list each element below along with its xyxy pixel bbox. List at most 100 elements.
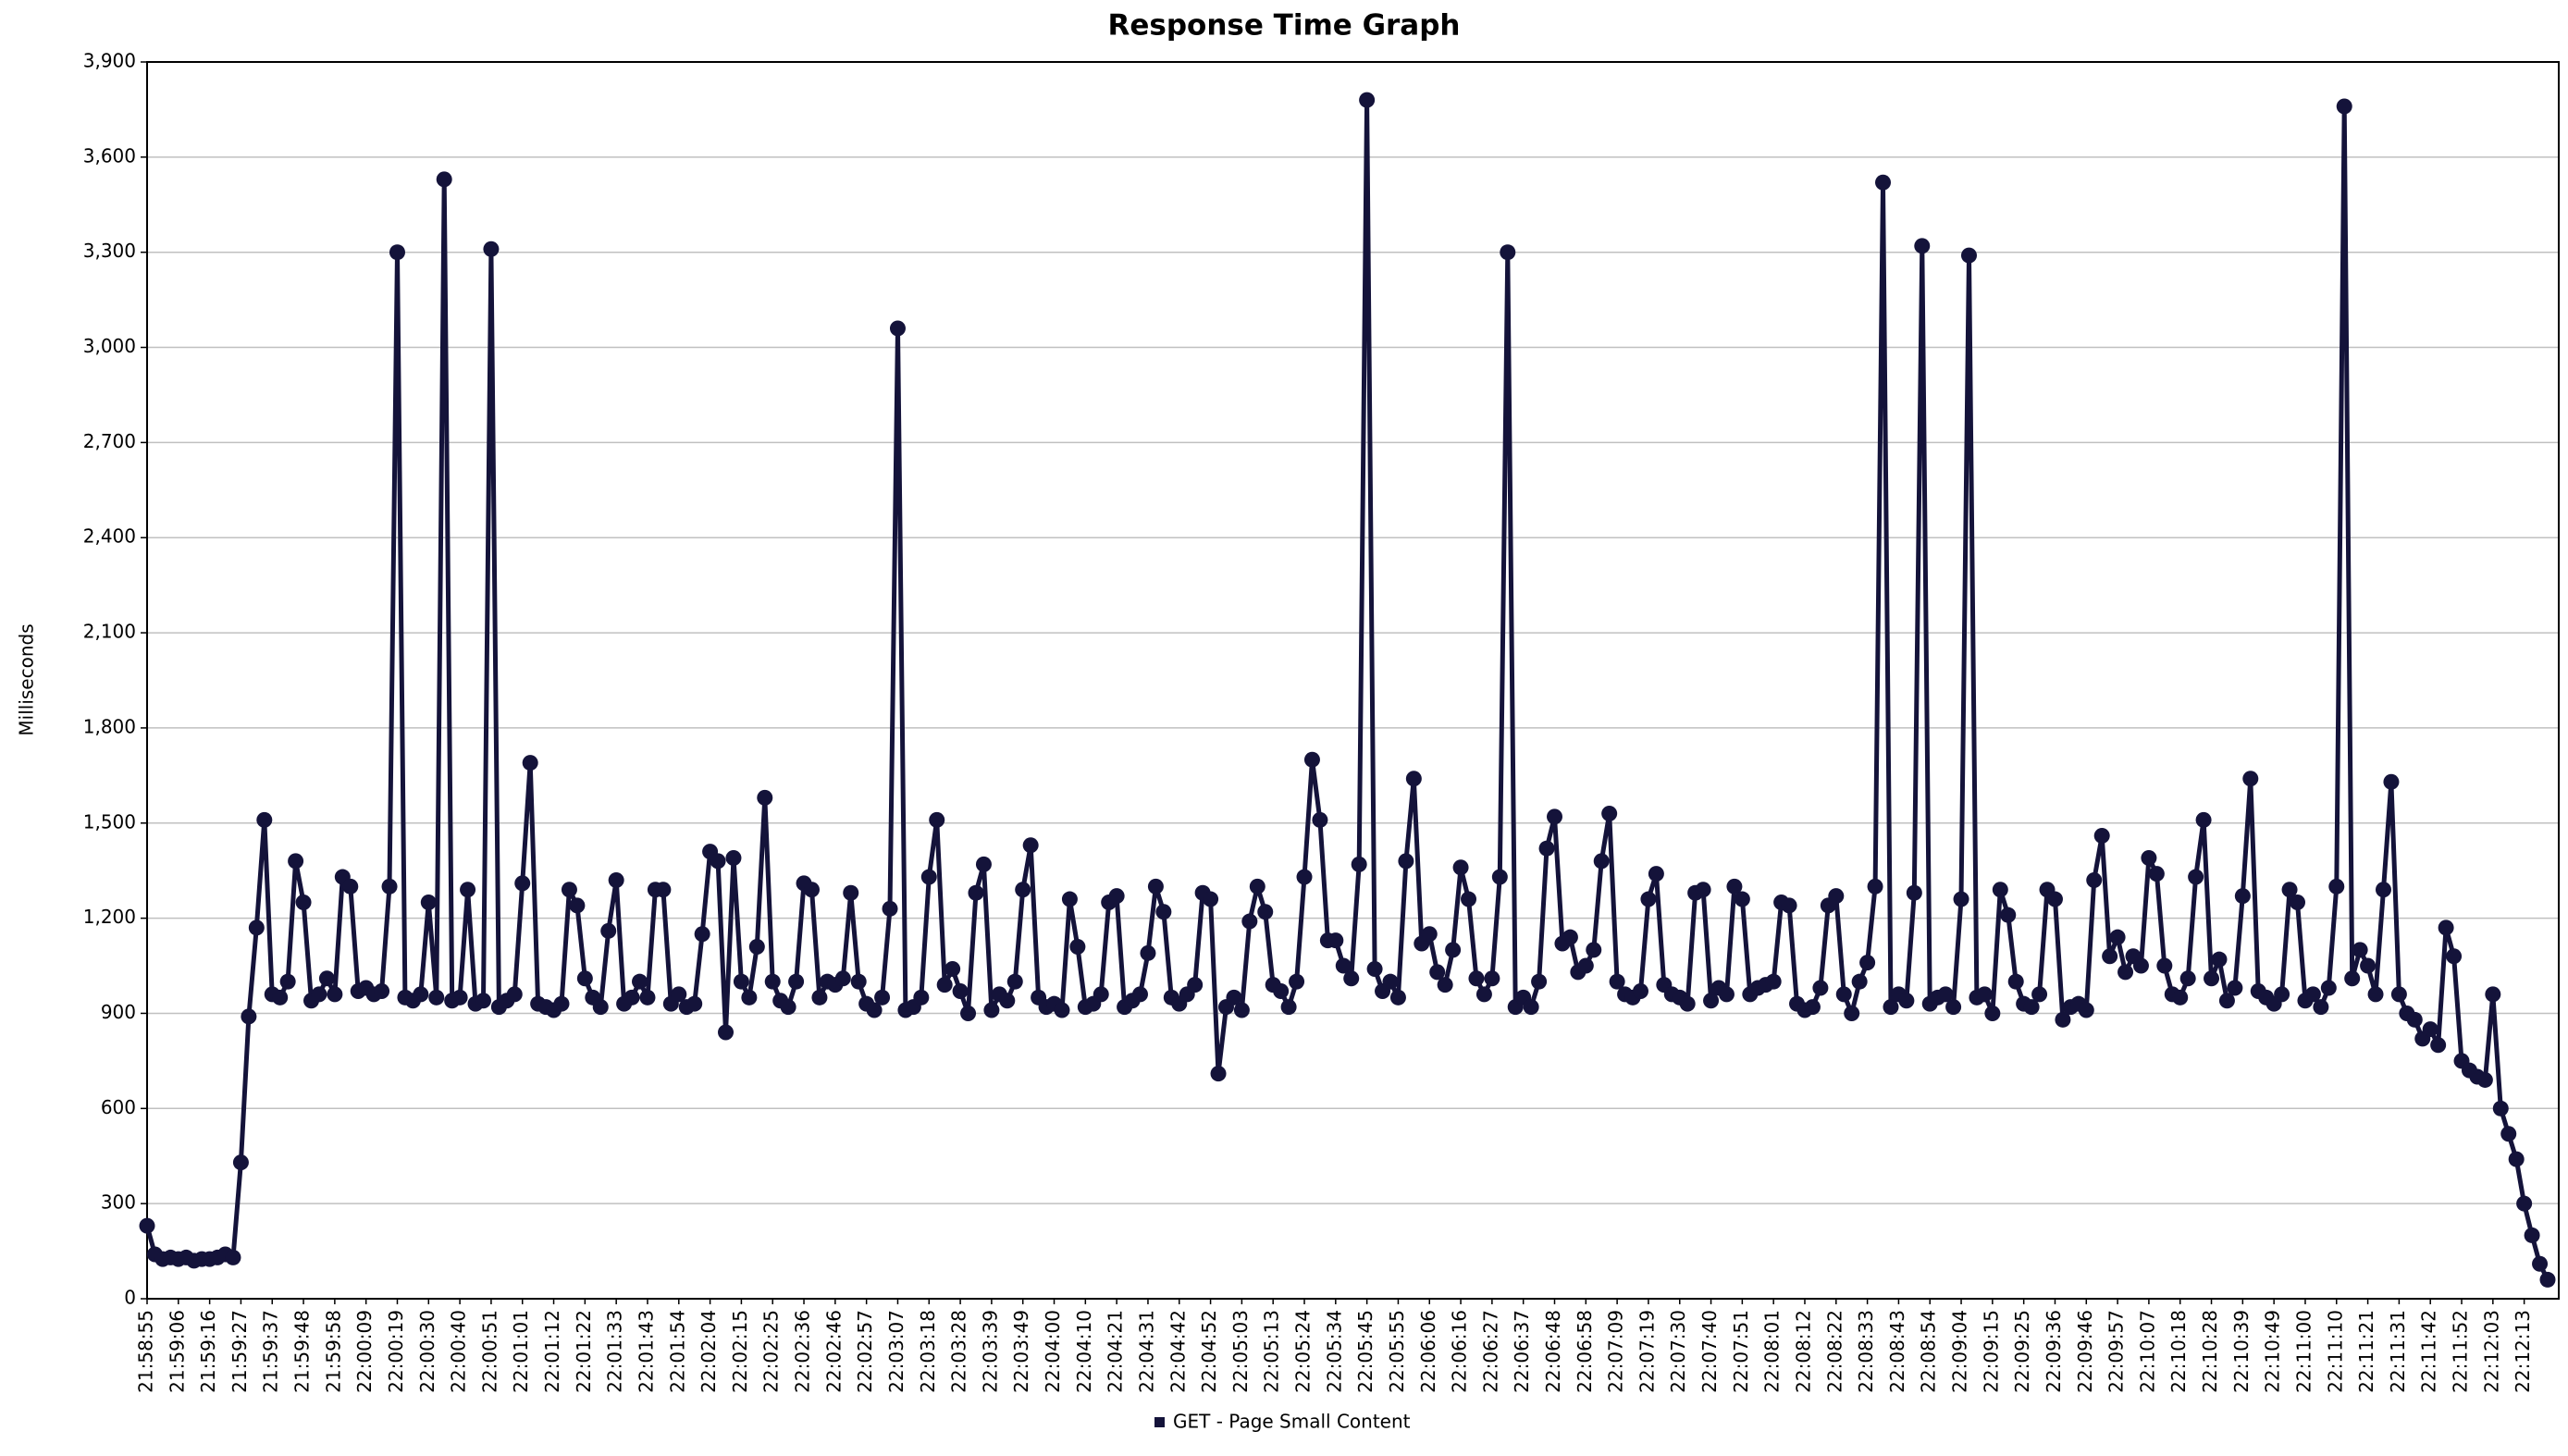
x-tick-label: 22:03:49: [1010, 1310, 1032, 1393]
data-point: [2524, 1227, 2540, 1243]
data-point: [1226, 989, 1242, 1006]
x-tick-label: 22:10:07: [2136, 1310, 2158, 1393]
data-point: [2422, 1021, 2438, 1038]
data-point: [2539, 1271, 2556, 1288]
y-tick-label: 3,600: [83, 144, 136, 167]
data-point: [889, 320, 906, 337]
data-point: [1335, 957, 1352, 974]
data-point: [2055, 1011, 2071, 1028]
data-point: [2352, 942, 2368, 958]
data-point: [811, 989, 828, 1006]
data-point: [1187, 977, 1204, 993]
data-point: [2344, 970, 2361, 987]
x-tick-label: 22:06:37: [1511, 1310, 1533, 1393]
data-point: [1015, 882, 1031, 898]
data-point: [592, 999, 609, 1016]
data-point: [420, 894, 437, 910]
data-point: [2156, 957, 2173, 974]
data-point: [1953, 891, 1969, 907]
data-point: [866, 1002, 883, 1018]
data-point: [725, 849, 742, 866]
data-point: [2148, 866, 2165, 882]
data-point: [1648, 866, 1664, 882]
x-tick-label: 22:04:42: [1167, 1310, 1189, 1393]
data-point: [2446, 948, 2463, 965]
data-point: [2093, 827, 2110, 844]
x-tick-label: 21:59:48: [291, 1310, 314, 1393]
x-tick-label: 22:09:57: [2105, 1310, 2128, 1393]
data-point: [1366, 960, 1383, 977]
x-tick-label: 22:11:42: [2418, 1310, 2440, 1393]
data-point: [1695, 882, 1711, 898]
data-point: [1976, 986, 1993, 1003]
data-point: [1718, 986, 1735, 1003]
data-point: [1343, 970, 1360, 987]
data-point: [1327, 932, 1344, 949]
data-point: [413, 986, 429, 1003]
data-point: [2290, 894, 2306, 910]
data-point: [522, 755, 538, 771]
data-point: [803, 882, 820, 898]
data-point: [225, 1249, 241, 1265]
data-point: [913, 989, 930, 1006]
data-point: [2406, 1011, 2423, 1028]
y-tick-label: 3,300: [83, 240, 136, 262]
x-tick-label: 22:01:43: [635, 1310, 657, 1393]
x-tick-label: 22:05:03: [1229, 1310, 1252, 1393]
data-point: [960, 1005, 977, 1021]
data-point: [655, 882, 672, 898]
data-point: [2023, 999, 2040, 1016]
x-tick-label: 22:11:21: [2355, 1310, 2377, 1393]
x-tick-label: 22:03:18: [917, 1310, 939, 1393]
data-point: [1828, 888, 1845, 905]
data-point: [1883, 999, 1899, 1016]
data-point: [2367, 986, 2384, 1003]
data-point: [952, 982, 969, 999]
data-point: [460, 882, 476, 898]
data-point: [1468, 970, 1485, 987]
data-point: [256, 811, 273, 828]
data-point: [1093, 986, 1109, 1003]
x-tick-label: 22:08:22: [1823, 1310, 1846, 1393]
data-point: [2375, 882, 2391, 898]
data-point: [788, 973, 805, 990]
data-point: [2274, 986, 2290, 1003]
data-point: [882, 900, 898, 917]
data-point: [1586, 942, 1602, 958]
data-point: [686, 995, 703, 1012]
x-tick-label: 22:09:46: [2074, 1310, 2096, 1393]
data-point: [1421, 926, 1438, 943]
x-tick-label: 22:11:10: [2324, 1310, 2346, 1393]
data-point: [1351, 856, 1367, 872]
x-tick-label: 22:09:25: [2011, 1310, 2033, 1393]
y-tick-label: 300: [101, 1191, 136, 1214]
data-point: [843, 884, 859, 901]
x-tick-label: 22:04:10: [1073, 1310, 1095, 1393]
data-point: [671, 986, 687, 1003]
data-point: [1562, 929, 1578, 945]
data-point: [2360, 957, 2377, 974]
data-point: [272, 989, 289, 1006]
y-tick-label: 1,500: [83, 810, 136, 833]
y-tick-label: 1,800: [83, 715, 136, 737]
data-point: [1296, 869, 1313, 885]
x-tick-label: 22:08:43: [1886, 1310, 1908, 1393]
x-tick-label: 22:01:54: [666, 1310, 688, 1393]
data-point: [2007, 973, 2024, 990]
x-tick-label: 22:00:40: [448, 1310, 470, 1393]
data-point: [1389, 989, 1406, 1006]
y-tick-label: 1,200: [83, 906, 136, 928]
data-point: [1781, 897, 1797, 914]
data-point: [733, 973, 749, 990]
x-tick-label: 22:02:36: [792, 1310, 814, 1393]
data-point: [1640, 891, 1657, 907]
data-point: [2336, 98, 2352, 115]
data-point: [2304, 986, 2321, 1003]
x-tick-label: 22:01:33: [604, 1310, 626, 1393]
data-point: [1875, 174, 1892, 191]
data-point: [2328, 878, 2345, 895]
x-tick-label: 22:05:45: [1354, 1310, 1377, 1393]
x-tick-label: 21:59:16: [197, 1310, 219, 1393]
data-point: [2031, 986, 2048, 1003]
